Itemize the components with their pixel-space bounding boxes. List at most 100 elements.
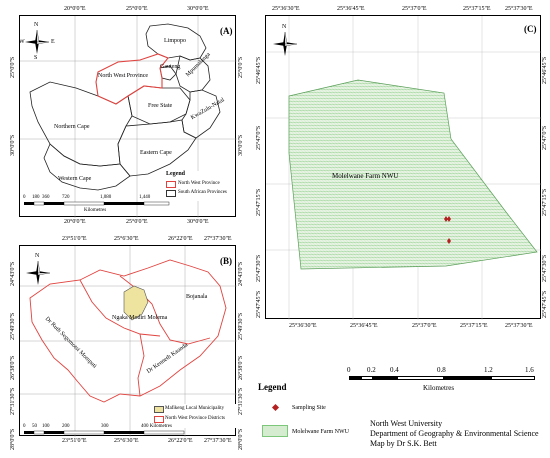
b-top-tick-1: 25°6'30"E: [114, 236, 139, 242]
panel-c-frame: N (C) Molelwane Farm NWU: [265, 15, 542, 320]
scale-a-tick-5: 1,440: [139, 195, 151, 200]
south-africa-map: [20, 16, 237, 218]
scale-c-tick-3: 0.8: [437, 366, 446, 374]
b-top-tick-2: 26°22'0"E: [168, 236, 193, 242]
c-left-tick-1: 25°47'0"S: [256, 125, 262, 150]
legend-b-swatch-mafikeng: [154, 406, 164, 413]
legend-c-title: Legend: [258, 382, 287, 392]
c-bottom-tick-4: 25°37'30"E: [505, 323, 533, 329]
scale-a-tick-1: 180: [32, 195, 40, 200]
a-bottom-tick-2: 30°0'0"E: [187, 219, 209, 225]
legend-c-farm-swatch: [262, 425, 288, 437]
compass-e: E: [51, 39, 55, 45]
legend-c: Legend Sampling Site Molelwane Farm NWU: [258, 382, 368, 442]
credit-line-2: Department of Geography & Environmental …: [370, 429, 539, 438]
credit-line-1: North West University: [370, 419, 443, 428]
legend-a-item-nw: North West Province: [178, 181, 220, 186]
legend-a-swatch-nw: [166, 181, 176, 188]
scale-c-tick-4: 1.2: [484, 366, 493, 374]
label-north-west: North West Province: [98, 73, 149, 79]
c-left-tick-3: 25°47'30"S: [256, 254, 262, 282]
mafikeng-municipality: [123, 285, 149, 321]
panel-c-label: (C): [524, 24, 537, 34]
compass-rose-b: N: [25, 253, 51, 286]
label-northern-cape: Northern Cape: [54, 124, 90, 130]
credit-line-3: Map by Dr S.K. Bett: [370, 439, 437, 448]
scale-a-tick-4: 1,080: [100, 195, 112, 200]
c-bottom-tick-0: 25°36'30"E: [289, 323, 317, 329]
scale-a-tick-2: 360: [42, 195, 50, 200]
c-top-tick-2: 25°37'0"E: [402, 6, 427, 12]
sampling-site-3: [447, 238, 451, 244]
c-left-tick-0: 25°46'45"S: [256, 56, 262, 84]
legend-a-swatch-sa: [166, 190, 176, 197]
scale-bar-b: 0 50 100 200 300 400 Kilometres: [23, 424, 194, 436]
scale-b-tick-5: 400 Kilometres: [141, 424, 172, 429]
label-eastern-cape: Eastern Cape: [140, 150, 172, 156]
legend-a-item-sa: South African Provinces: [178, 190, 227, 195]
panel-b-label: (B): [220, 256, 232, 266]
panel-a-frame: N S W E (A) Limpopo North West Province …: [19, 15, 237, 218]
c-top-tick-1: 25°36'45"E: [337, 6, 365, 12]
scale-a-unit: Kilometres: [84, 208, 107, 213]
legend-b-item-mafikeng: Mafikeng Local Municipality: [165, 406, 225, 411]
sampling-site-1: [444, 216, 448, 222]
b-bottom-tick-0: 23°51'0"E: [62, 438, 87, 444]
credit-block: North West University Department of Geog…: [370, 419, 548, 449]
compass-n: N: [34, 22, 39, 28]
farm-polygon: [288, 79, 538, 270]
scale-c-unit: Kilometres: [423, 384, 455, 392]
label-free-state: Free State: [148, 103, 173, 109]
scale-a-tick-3: 720: [62, 195, 70, 200]
a-left-tick-0: 25°0'0"S: [10, 56, 16, 78]
b-top-tick-0: 23°51'0"E: [62, 236, 87, 242]
c-left-tick-4: 25°47'45"S: [256, 290, 262, 318]
scale-b-tick-4: 300: [101, 424, 109, 429]
sampling-site-2: [447, 216, 451, 222]
a-top-tick-1: 25°0'0"E: [126, 6, 148, 12]
legend-c-sampling-icon: [271, 403, 280, 412]
legend-b: Mafikeng Local Municipality North West P…: [154, 404, 236, 428]
legend-c-sampling-label: Sampling Site: [292, 405, 326, 411]
b-left-tick-4: 28°0'0"S: [10, 428, 16, 450]
legend-c-farm-label: Molelwane Farm NWU: [292, 429, 349, 435]
compass-w: W: [19, 39, 25, 45]
scale-bar-a: 0 180 360 720 1,080 1,440 Kilometres: [23, 195, 174, 216]
b-left-tick-3: 27°31'30"S: [10, 387, 16, 415]
a-left-tick-1: 30°0'0"S: [10, 134, 16, 156]
b-right-tick-3: 27°31'30"S: [238, 387, 244, 415]
c-right-tick-2: 25°47'15"S: [542, 188, 548, 216]
a-bottom-tick-1: 25°0'0"E: [126, 219, 148, 225]
c-right-tick-0: 25°46'45"S: [542, 56, 548, 84]
b-bottom-tick-1: 25°6'30"E: [114, 438, 139, 444]
label-western-cape: Western Cape: [58, 176, 92, 182]
c-right-tick-4: 25°47'45"S: [542, 290, 548, 318]
compass-c-n: N: [282, 24, 287, 30]
compass-b-n: N: [35, 253, 40, 259]
c-top-tick-0: 25°36'30"E: [272, 6, 300, 12]
b-right-tick-4: 28°0'0"S: [238, 428, 244, 450]
compass-rose-c: N: [272, 24, 298, 58]
north-west-province-outline: [95, 53, 169, 105]
scale-b-tick-3: 200: [62, 424, 70, 429]
compass-rose-a: N S W E: [19, 22, 55, 61]
c-bottom-tick-3: 25°37'15"E: [460, 323, 488, 329]
scale-c-tick-2: 0.4: [390, 366, 399, 374]
c-bottom-tick-2: 25°37'0"E: [412, 323, 437, 329]
c-right-tick-3: 25°47'30"S: [542, 254, 548, 282]
scale-a-tick-0: 0: [23, 195, 26, 200]
panel-a-label: (A): [220, 26, 233, 36]
scale-c-tick-5: 1.6: [525, 366, 534, 374]
legend-a-title: Legend: [166, 171, 186, 177]
panel-b-frame: N (B) Bojanala Ngaka Modiri Molema Dr Ru…: [19, 245, 237, 437]
legend-a: Legend North West Province South African…: [166, 171, 234, 201]
scale-b-tick-0: 0: [23, 424, 26, 429]
c-top-tick-3: 25°37'15"E: [463, 6, 491, 12]
legend-b-item-districts: North West Province Districts: [165, 416, 225, 421]
scale-b-tick-2: 100: [42, 424, 50, 429]
a-right-tick-0: 25°0'0"S: [238, 56, 244, 78]
b-right-tick-1: 25°49'30"S: [238, 312, 244, 340]
c-right-tick-1: 25°47'0"S: [542, 125, 548, 150]
b-left-tick-1: 25°49'30"S: [10, 312, 16, 340]
